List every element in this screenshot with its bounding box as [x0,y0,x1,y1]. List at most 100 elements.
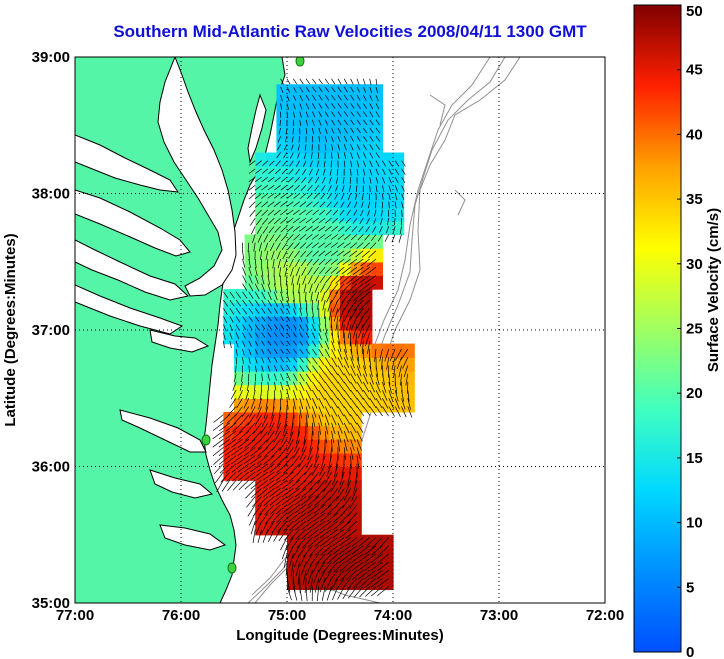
velocity-vector [343,348,349,361]
velocity-vector [318,414,323,426]
velocity-vector [237,471,250,482]
velocity-vector [273,308,278,314]
velocity-cell [255,452,267,468]
velocity-cell [350,316,362,331]
velocity-cell [329,275,341,290]
velocity-vector [370,561,383,571]
colorbar-tick-label: 0 [686,644,694,659]
velocity-cell [361,534,373,549]
velocity-vector [273,201,281,207]
velocity-vector [286,95,290,102]
velocity-vector [293,95,297,102]
velocity-cell [371,275,383,290]
velocity-vector [394,168,399,175]
velocity-cell [361,261,373,276]
velocity-cell [297,193,309,208]
velocity-vector [241,406,250,418]
velocity-vector [343,389,352,400]
velocity-vector [401,176,406,184]
velocity-vector [340,201,345,208]
velocity-vector [318,373,326,384]
velocity-vector [293,185,300,191]
velocity-vector [331,381,339,392]
velocity-vector [248,283,254,292]
velocity-vector [286,340,291,346]
velocity-vector [286,381,291,391]
velocity-vector [242,299,248,307]
velocity-vector [302,537,313,548]
velocity-vector [266,258,269,269]
velocity-cell [287,207,299,222]
velocity-vector [335,283,345,294]
velocity-vector [221,479,231,492]
velocity-vector [266,430,275,443]
velocity-vector [351,561,364,572]
velocity-cell [244,289,256,304]
velocity-vector [316,561,326,575]
velocity-vector [369,398,377,408]
velocity-vector [223,340,225,349]
velocity-cell [318,521,330,536]
velocity-vector [362,160,367,168]
velocity-vector [324,119,329,126]
velocity-vector [371,586,383,597]
velocity-vector [261,357,265,364]
velocity-vector [324,78,329,85]
velocity-vector [230,389,237,400]
velocity-vector [382,381,387,394]
velocity-vector [343,308,351,322]
velocity-vector [343,152,347,159]
velocity-vector [293,348,297,354]
velocity-vector [312,119,315,126]
velocity-cell [329,398,341,413]
velocity-vector [401,209,403,217]
velocity-cell [255,193,267,208]
velocity-vector [356,86,361,93]
velocity-vector [255,209,262,217]
velocity-cell [371,562,383,577]
velocity-cell [361,207,373,222]
velocity-vector [295,529,307,540]
velocity-cell [265,220,277,236]
velocity-vector [338,226,345,232]
velocity-vector [248,176,256,183]
velocity-cell [340,316,352,331]
velocity-vector [295,168,300,175]
velocity-vector [318,86,323,93]
velocity-vector [308,176,313,184]
velocity-vector [286,348,291,354]
velocity-cell [340,575,352,590]
velocity-cell [350,84,362,99]
velocity-vector [362,95,367,101]
velocity-vector [266,520,275,534]
velocity-vector [246,381,250,391]
velocity-vector [229,299,235,307]
velocity-cell [265,343,277,358]
velocity-cell [329,439,341,454]
velocity-vector [293,242,300,250]
velocity-vector [299,332,303,338]
velocity-cell [318,275,330,290]
velocity-vector [382,193,384,201]
velocity-vector [361,340,364,355]
velocity-vector [231,463,243,473]
velocity-vector [358,226,364,233]
velocity-vector [313,537,326,547]
velocity-cell [265,384,277,399]
velocity-vector [278,127,281,135]
velocity-vector [332,217,339,224]
velocity-vector [324,144,327,151]
velocity-vector [391,357,396,370]
velocity-vector [276,455,288,466]
velocity-cell [329,97,341,113]
velocity-vector [248,340,252,347]
velocity-vector [356,365,362,377]
velocity-vector [287,242,294,250]
velocity-vector [309,160,313,168]
velocity-cell [350,152,362,167]
velocity-vector [343,357,350,368]
velocity-vector [281,176,288,183]
velocity-vector [270,447,281,458]
velocity-cell [276,261,288,276]
velocity-cell [340,84,352,99]
